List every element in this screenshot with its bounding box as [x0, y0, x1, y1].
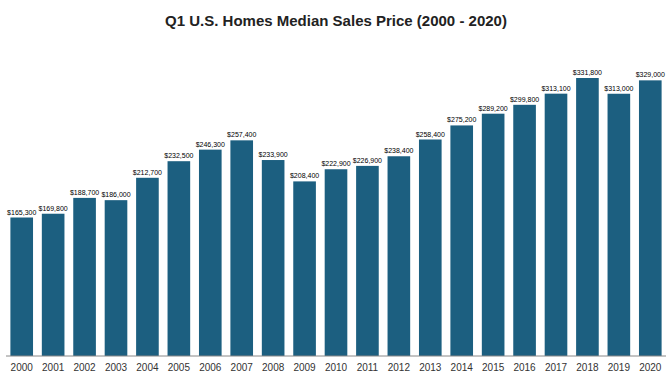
bar: [73, 198, 96, 356]
x-tick-label: 2002: [73, 362, 96, 373]
data-label: $233,900: [259, 151, 288, 158]
x-tick-label: 2008: [262, 362, 285, 373]
bar: [639, 80, 662, 356]
bar: [10, 218, 33, 356]
bar: [136, 178, 159, 356]
bar: [576, 78, 599, 356]
x-tick-label: 2000: [11, 362, 34, 373]
data-label: $232,500: [164, 152, 193, 159]
bar: [42, 214, 65, 356]
data-label: $188,700: [70, 189, 99, 196]
x-tick-label: 2016: [513, 362, 536, 373]
data-label: $313,000: [604, 85, 633, 92]
bar: [419, 140, 442, 356]
data-label: $246,300: [196, 141, 225, 148]
data-label: $238,400: [384, 147, 413, 154]
bar: [199, 150, 222, 356]
x-tick-label: 2011: [357, 362, 379, 373]
x-tick-label: 2020: [639, 362, 662, 373]
bar: [168, 161, 191, 356]
bar: [482, 114, 505, 356]
data-label: $212,700: [133, 169, 162, 176]
bar: [608, 94, 631, 356]
data-label: $169,800: [39, 205, 68, 212]
bar: [545, 94, 568, 356]
data-label: $299,800: [510, 96, 539, 103]
x-axis-line: [6, 356, 666, 357]
x-tick-label: 2013: [419, 362, 442, 373]
bar: [513, 105, 536, 356]
bar: [325, 169, 348, 356]
bars: [10, 78, 661, 356]
x-tick-label: 2007: [231, 362, 254, 373]
x-tick-label: 2012: [388, 362, 411, 373]
data-labels: $165,300$169,800 $188,700$186,000 $212,700…: [7, 69, 665, 216]
x-tick-label: 2010: [325, 362, 348, 373]
data-label: $257,400: [227, 131, 256, 138]
x-tick-label: 2014: [451, 362, 474, 373]
data-label: $313,100: [541, 85, 570, 92]
x-tick-label: 2001: [42, 362, 65, 373]
x-tick-label: 2018: [576, 362, 599, 373]
chart-container: Q1 U.S. Homes Median Sales Price (2000 -…: [0, 0, 672, 387]
data-label: $258,400: [416, 131, 445, 138]
x-tick-label: 2015: [482, 362, 505, 373]
x-tick-label: 2019: [608, 362, 631, 373]
x-tick-label: 2006: [199, 362, 222, 373]
x-tick-label: 2004: [136, 362, 159, 373]
bar: [262, 160, 285, 356]
data-label: $208,400: [290, 172, 319, 179]
bar: [356, 166, 379, 356]
bar: [105, 200, 128, 356]
x-tick-label: 2003: [105, 362, 128, 373]
x-tick-label: 2005: [168, 362, 191, 373]
data-label: $329,000: [636, 71, 665, 78]
title: Q1 U.S. Homes Median Sales Price (2000 -…: [165, 12, 507, 29]
bar: [388, 156, 411, 356]
data-label: $275,200: [447, 116, 476, 123]
bar: [450, 125, 473, 356]
data-label: $222,900: [321, 160, 350, 167]
data-label: $289,200: [479, 105, 508, 112]
data-label: $165,300: [7, 209, 36, 216]
x-ticks: 2000 2001 2002 2003 2004 2005 2006 2007 2008 2009…: [11, 362, 662, 373]
data-label: $226,900: [353, 157, 382, 164]
data-label: $331,800: [573, 69, 602, 76]
bar: [230, 140, 253, 356]
data-label: $186,000: [101, 191, 130, 198]
x-tick-label: 2009: [293, 362, 316, 373]
chart-svg: Q1 U.S. Homes Median Sales Price (2000 -…: [0, 0, 672, 387]
bar: [293, 181, 316, 356]
x-tick-label: 2017: [545, 362, 568, 373]
